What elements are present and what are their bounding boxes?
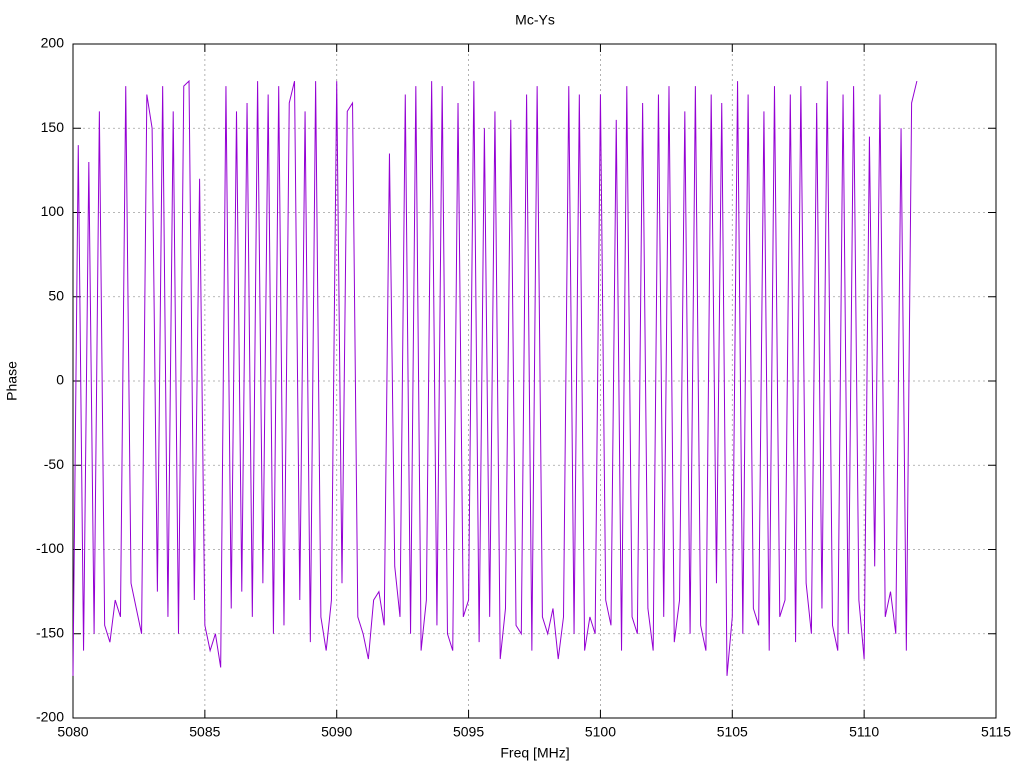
x-tick-label: 5080 — [57, 724, 88, 740]
y-tick-label: -150 — [36, 624, 64, 640]
y-tick-label: 200 — [41, 35, 65, 51]
y-tick-label: 0 — [56, 372, 64, 388]
x-tick-label: 5090 — [321, 724, 352, 740]
x-axis-label: Freq [MHz] — [500, 745, 569, 761]
y-tick-label: -50 — [44, 456, 64, 472]
x-tick-label: 5100 — [585, 724, 616, 740]
x-tick-label: 5110 — [849, 724, 879, 740]
y-tick-label: 50 — [48, 287, 64, 303]
x-tick-label: 5105 — [717, 724, 748, 740]
y-tick-label: -200 — [36, 709, 64, 725]
x-tick-label: 5085 — [189, 724, 220, 740]
x-tick-label: 5115 — [981, 724, 1011, 740]
data-line — [72, 79, 918, 676]
x-tick-label: 5095 — [453, 724, 484, 740]
y-axis-label: Phase — [4, 361, 20, 401]
chart-title: Mc-Ys — [515, 12, 555, 28]
y-tick-label: 100 — [41, 203, 65, 219]
y-tick-label: -100 — [36, 540, 64, 556]
y-tick-label: 150 — [41, 119, 65, 135]
